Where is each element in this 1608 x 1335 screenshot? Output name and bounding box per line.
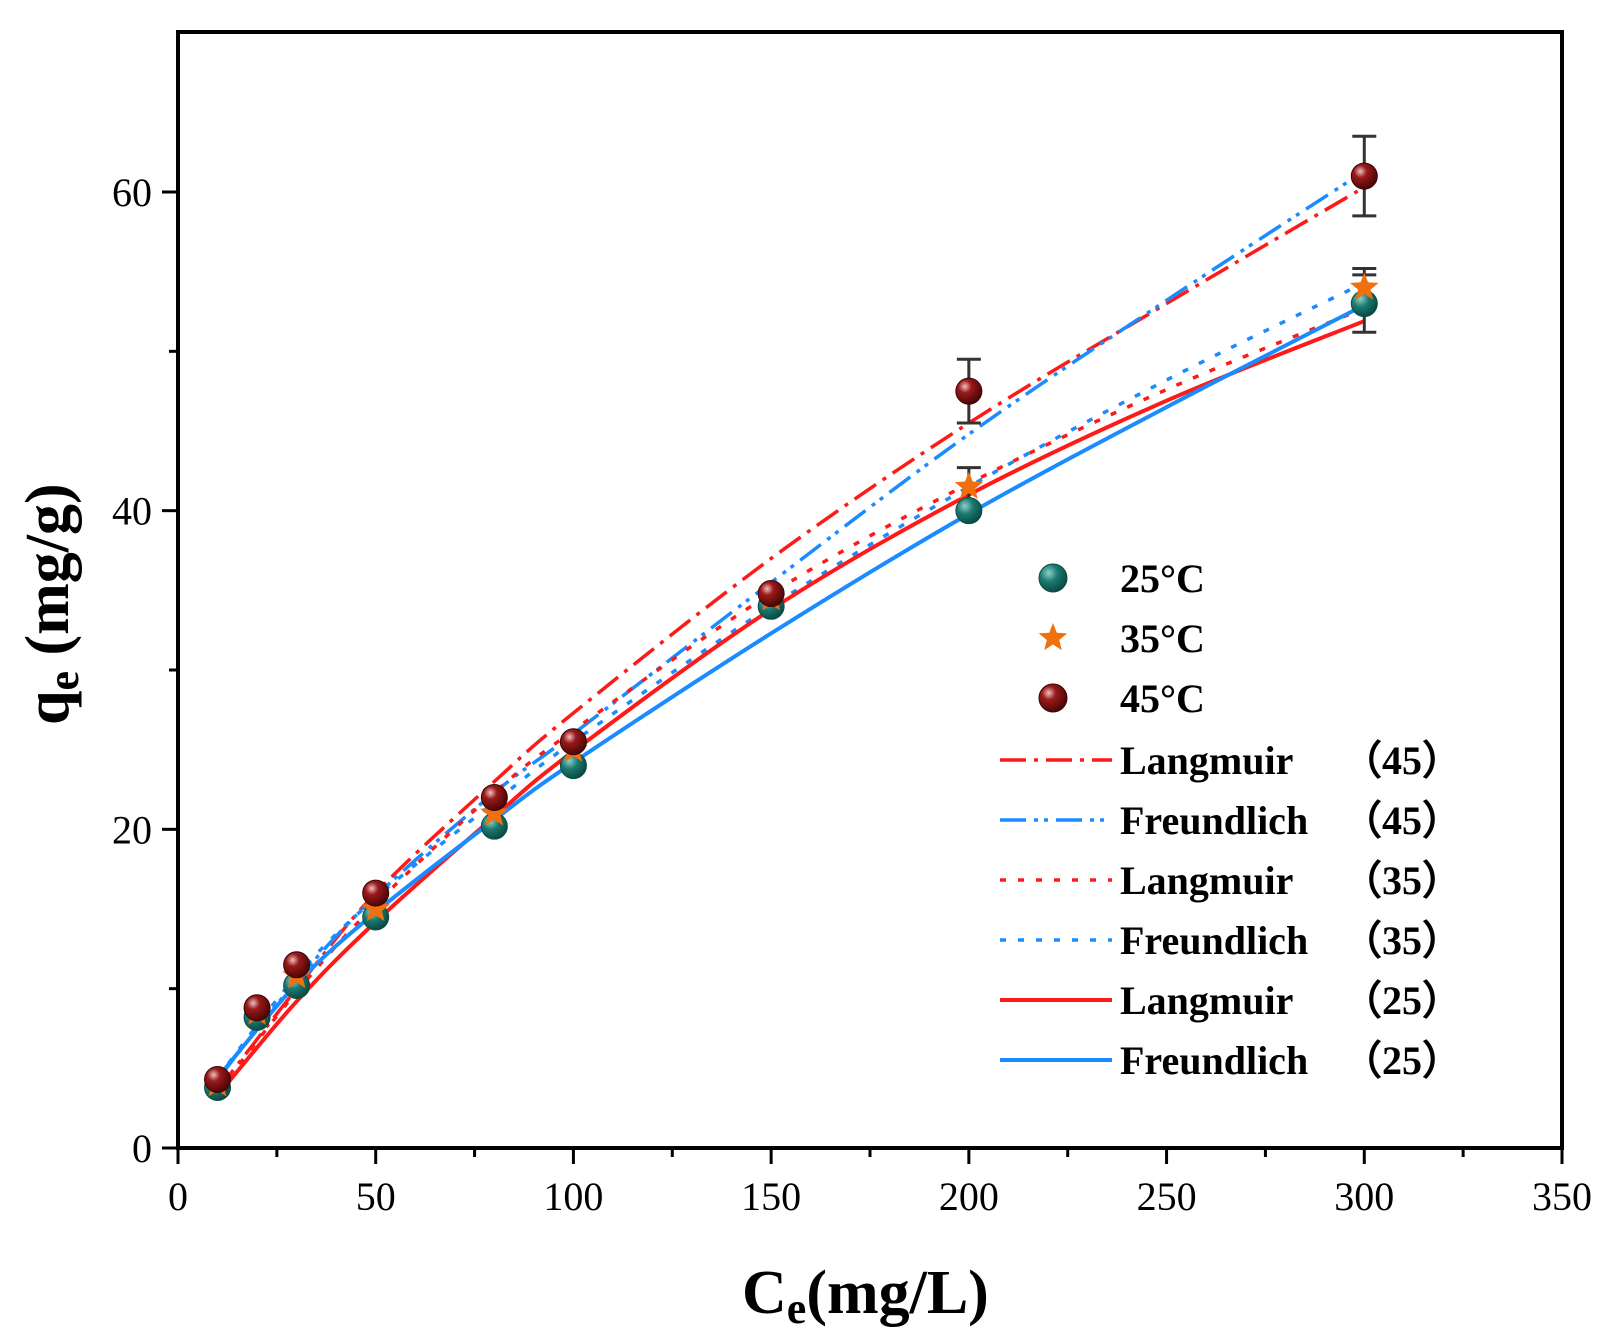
- x-axis-title: Ce(mg/L): [742, 1259, 989, 1333]
- legend-label: Langmuir: [1120, 738, 1293, 783]
- legend-temp: （25）: [1342, 1038, 1462, 1083]
- data-point-sphere: [283, 951, 311, 979]
- legend-label: 45°C: [1120, 676, 1205, 721]
- data-markers: [203, 162, 1379, 1101]
- svg-text:Ce(mg/L): Ce(mg/L): [742, 1259, 989, 1333]
- legend-label: 25°C: [1120, 556, 1205, 601]
- legend-label: Freundlich: [1120, 1038, 1308, 1083]
- x-tick-label: 250: [1137, 1174, 1197, 1219]
- data-point-sphere: [480, 783, 508, 811]
- y-tick-label: 60: [112, 170, 152, 215]
- data-point-star: [954, 471, 984, 499]
- legend-temp: （35）: [1342, 918, 1462, 963]
- y-axis-title-rest: (mg/g): [14, 483, 82, 671]
- error-bars: [956, 134, 1377, 508]
- legend-marker-sphere: [1038, 683, 1068, 713]
- plot-area: 0 50 100 150 200 250 300 350 0 20 40 60: [112, 30, 1592, 1219]
- data-point-star: [361, 894, 390, 922]
- fit-line-freundlich-3: [216, 281, 1366, 1079]
- x-axis-title-main: C: [742, 1259, 787, 1327]
- data-point-star: [480, 798, 509, 826]
- x-tick-label: 50: [356, 1174, 396, 1219]
- legend-marker-circle: [1038, 563, 1068, 593]
- data-point-sphere: [1350, 162, 1378, 190]
- legend-marker-star: [1038, 623, 1068, 651]
- y-axis-title: qe (mg/g): [14, 483, 88, 725]
- fit-line-langmuir-4: [216, 319, 1366, 1097]
- x-axis-title-rest: (mg/L): [806, 1259, 989, 1327]
- x-axis-title-sub: e: [787, 1284, 807, 1333]
- fit-line-langmuir-2: [216, 306, 1365, 1094]
- y-axis-title-main: q: [14, 691, 82, 725]
- legend-label: Freundlich: [1120, 918, 1308, 963]
- legend-temp: （35）: [1342, 858, 1462, 903]
- y-tick-label: 0: [132, 1126, 152, 1171]
- x-tick-label: 0: [168, 1174, 188, 1219]
- fit-lines: [216, 169, 1366, 1097]
- legend-label: Freundlich: [1120, 798, 1308, 843]
- legend-temp: （45）: [1342, 738, 1462, 783]
- x-tick-label: 150: [741, 1174, 801, 1219]
- legend-label: Langmuir: [1120, 858, 1293, 903]
- y-axis-title-sub: e: [39, 671, 88, 691]
- x-tick-label: 300: [1334, 1174, 1394, 1219]
- data-point-sphere: [955, 377, 983, 405]
- data-point-sphere: [559, 728, 587, 756]
- fit-line-freundlich-5: [216, 303, 1366, 1080]
- data-point-sphere: [362, 879, 390, 907]
- svg-text:qe (mg/g): qe (mg/g): [14, 483, 88, 725]
- legend-temp: （25）: [1342, 978, 1462, 1023]
- data-point-circle: [955, 497, 983, 525]
- data-point-circle: [559, 752, 587, 780]
- data-point-circle: [1350, 290, 1378, 318]
- legend-label: 35°C: [1120, 616, 1205, 661]
- x-tick-label: 350: [1532, 1174, 1592, 1219]
- data-point-sphere: [243, 994, 271, 1022]
- x-tick-label: 100: [543, 1174, 603, 1219]
- y-tick-label: 40: [112, 489, 152, 534]
- data-point-sphere: [757, 580, 785, 608]
- data-point-sphere: [204, 1065, 232, 1093]
- data-point-star: [1350, 272, 1379, 300]
- x-tick-label: 200: [939, 1174, 999, 1219]
- legend-label: Langmuir: [1120, 978, 1293, 1023]
- legend-temp: （45）: [1342, 798, 1462, 843]
- axis-ticks: 0 50 100 150 200 250 300 350 0 20 40 60: [112, 170, 1592, 1219]
- legend: 25°C 35°C 45°C Langmuir （45） Freundlich （45） La…: [1000, 556, 1462, 1083]
- y-tick-label: 20: [112, 807, 152, 852]
